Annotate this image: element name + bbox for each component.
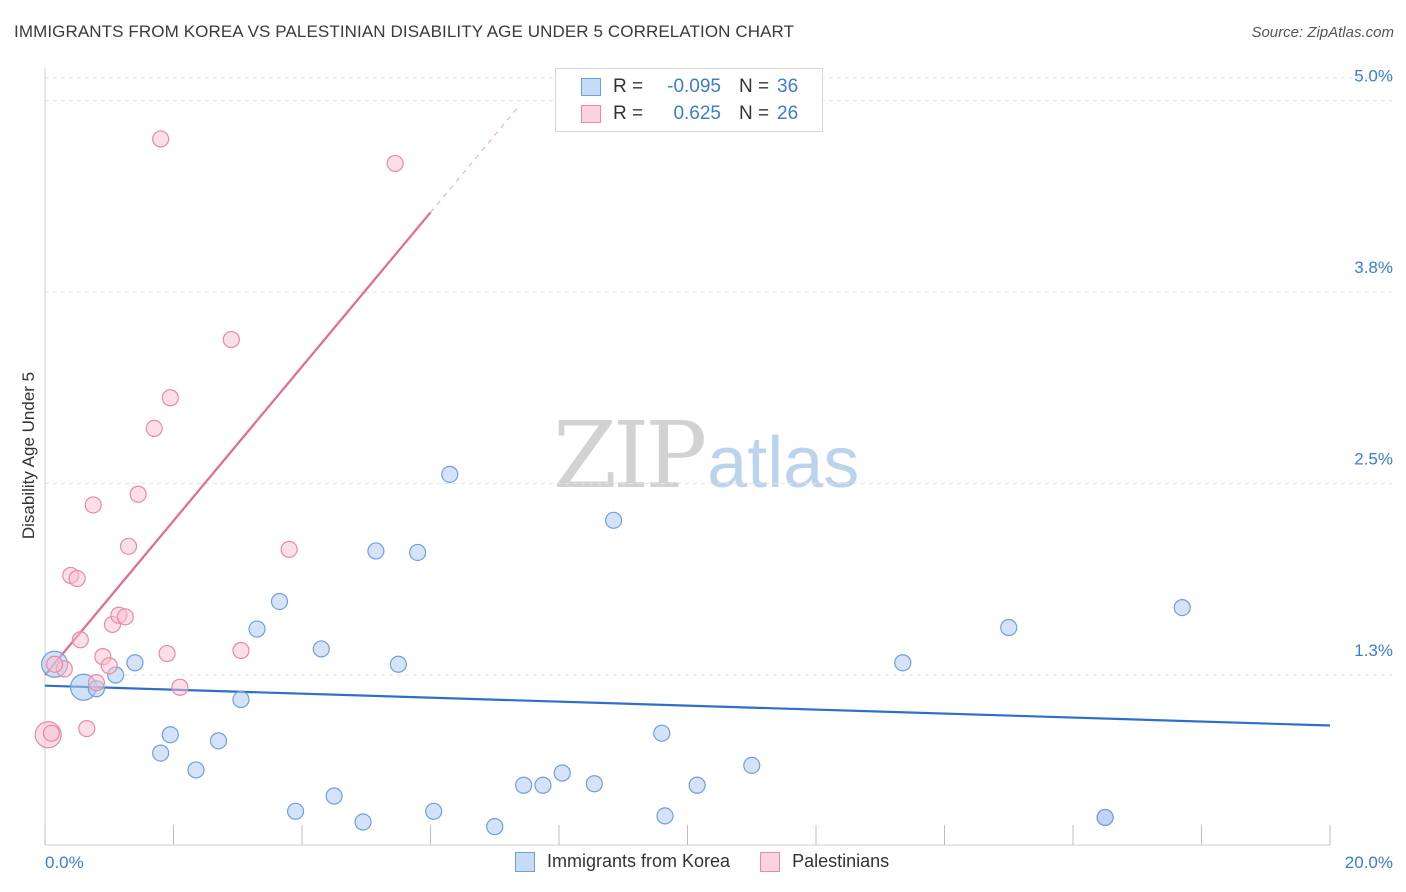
legend-r-value-korea: -0.095 [667,76,721,97]
data-point [743,756,761,774]
data-point [161,389,179,407]
data-point [553,764,571,782]
legend-item-palestinians[interactable]: Palestinians [760,851,889,872]
data-point [152,744,170,762]
trend-line-extension-palestinians [430,107,518,213]
legend-row-korea: R = -0.095 N = 36 [581,75,798,99]
data-point [145,419,163,437]
data-point [171,678,189,696]
data-point [894,654,912,672]
data-point [209,732,228,750]
series-korea [41,465,1191,836]
y-tick-label: 3.8% [1354,258,1393,277]
legend-n-label: N = [739,103,770,124]
y-tick-label: 5.0% [1354,67,1393,86]
legend-swatch-palestinians [581,105,601,123]
data-points [34,130,1191,836]
data-point [158,644,176,663]
data-point [222,330,240,349]
data-point [42,724,61,742]
trend-lines [44,107,1331,727]
data-point [425,802,443,820]
legend-item-korea[interactable]: Immigrants from Korea [515,851,730,872]
legend-label-korea: Immigrants from Korea [547,851,731,871]
data-point [534,776,552,794]
legend-n-value-palestinians: 26 [777,103,799,124]
axis-labels: 5.0% 3.8% 2.5% 1.3% 0.0% 20.0% Disability Age … [19,67,1393,872]
data-point [389,655,407,673]
axes [44,68,1331,846]
data-point [486,818,504,836]
legend-label-palestinians: Palestinians [792,851,890,871]
data-point [286,802,305,820]
data-point [312,640,330,658]
data-point [129,485,147,503]
data-point [354,813,372,831]
data-point [280,540,298,558]
y-axis-label: Disability Age Under 5 [19,372,38,539]
data-point [126,654,144,672]
data-point [441,465,459,483]
legend-r-value-palestinians: 0.625 [673,103,721,124]
data-point [116,608,134,626]
data-point [1000,618,1018,637]
data-point [161,726,179,744]
gridlines [45,77,1392,676]
stats-legend: R = -0.095 N = 36 R = 0.625 N = 26 [555,68,823,132]
legend-r-label: R = [613,103,644,124]
data-point [100,657,118,675]
data-point [653,724,671,742]
x-tick-label-min: 0.0% [45,853,84,872]
x-tick-label-max: 20.0% [1345,853,1393,872]
chart-source: Source: ZipAtlas.com [1251,24,1394,41]
data-point [232,690,250,709]
data-point [605,511,623,529]
data-point [688,776,706,794]
data-point [248,620,266,638]
y-tick-label: 2.5% [1354,450,1393,469]
data-point [656,807,674,825]
chart-title: IMMIGRANTS FROM KOREA VS PALESTINIAN DIS… [14,22,795,41]
data-point [232,641,250,660]
legend-swatch-korea [515,851,535,872]
data-point [71,631,89,649]
data-point [409,543,427,562]
data-point [187,761,205,779]
legend-n-value-korea: 36 [777,76,799,97]
data-point [1096,808,1114,827]
legend-r-label: R = [613,76,644,97]
data-point [386,154,404,173]
legend-row-palestinians: R = 0.625 N = 26 [581,102,798,126]
series-palestinians [34,130,404,749]
data-point [68,569,86,588]
series-legend: Immigrants from Korea Palestinians [515,851,919,872]
data-point [87,674,106,692]
data-point [46,655,64,673]
legend-swatch-korea [581,78,601,96]
data-point [585,775,603,793]
data-point [270,592,289,611]
data-point [1173,598,1191,617]
data-point [152,130,170,148]
data-point [367,542,385,560]
y-tick-label: 1.3% [1354,641,1393,660]
legend-swatch-palestinians [760,851,781,872]
trend-line-korea [44,684,1331,727]
data-point [515,776,533,794]
trend-line-palestinians [44,211,432,676]
data-point [119,537,138,555]
data-point [84,496,102,514]
data-point [78,719,96,738]
data-point [325,787,343,805]
legend-n-label: N = [739,76,770,97]
